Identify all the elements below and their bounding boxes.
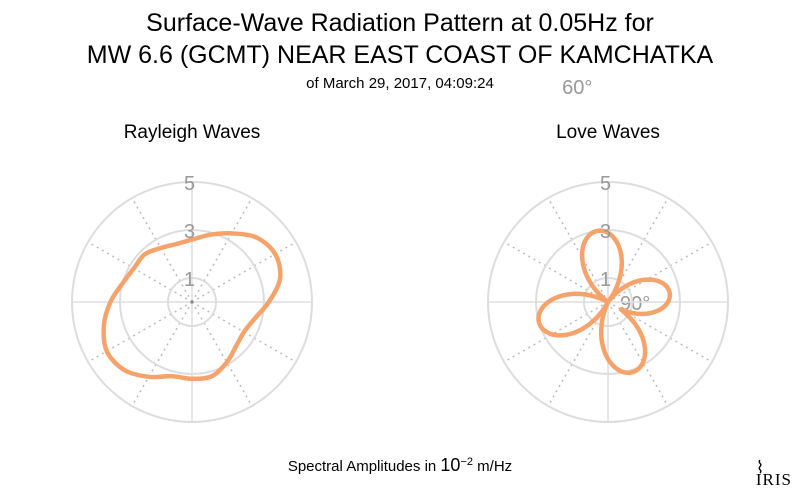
love-plot-title: Love Waves [556, 122, 660, 143]
chart-title-line-1: Surface-Wave Radiation Pattern at 0.05Hz… [146, 9, 654, 37]
radial-gridline [535, 229, 681, 375]
radial-gridline [583, 277, 633, 327]
units-prefix: Spectral Amplitudes in [287, 458, 441, 475]
love-polar-plot: 13530°60°90° [487, 173, 729, 423]
angular-gridline [87, 301, 193, 363]
iris-logo: ⌇ IRIS [755, 458, 792, 490]
radial-gridline [71, 181, 313, 423]
angular-gridline [131, 301, 193, 407]
angular-gridline [191, 241, 297, 303]
angular-gridline [547, 197, 609, 303]
angular-gridline [607, 241, 713, 303]
radial-tick-label: 3 [184, 221, 195, 243]
units-exponent: −2 [460, 456, 473, 468]
angular-gridline [503, 301, 609, 363]
seismogram-icon: ⌇ [755, 458, 766, 477]
units-suffix: m/Hz [472, 458, 513, 475]
angular-gridline [191, 197, 253, 303]
radial-gridline [167, 277, 217, 327]
plot-center [190, 300, 194, 304]
radial-gridline [119, 229, 265, 375]
radial-tick-label: 3 [600, 221, 611, 243]
angular-gridline [607, 301, 669, 407]
angular-gridline [131, 197, 193, 303]
iris-logo-text: IRIS [755, 470, 792, 489]
angular-gridline [503, 241, 609, 303]
radial-tick-label: 5 [184, 173, 195, 195]
radial-tick-label: 5 [600, 173, 611, 195]
angular-gridline [191, 301, 253, 407]
chart-subtitle-date: of March 29, 2017, 04:09:24 [306, 75, 494, 92]
angular-gridline [87, 241, 193, 303]
love-pattern-line [536, 228, 673, 376]
rayleigh-polar-plot: 13530°60°90° [71, 77, 650, 423]
chart-title-line-2: MW 6.6 (GCMT) NEAR EAST COAST OF KAMCHAT… [86, 41, 714, 69]
rayleigh-plot-title: Rayleigh Waves [123, 122, 261, 143]
radial-tick-label: 1 [600, 269, 611, 291]
units-base: 10 [440, 455, 461, 475]
amplitude-units-caption: Spectral Amplitudes in 10−2 m/Hz [0, 455, 800, 476]
radial-tick-label: 1 [184, 269, 195, 291]
radial-gridline [487, 181, 729, 423]
rayleigh-pattern-line [101, 231, 283, 382]
angle-tick-label: 60° [562, 77, 592, 99]
